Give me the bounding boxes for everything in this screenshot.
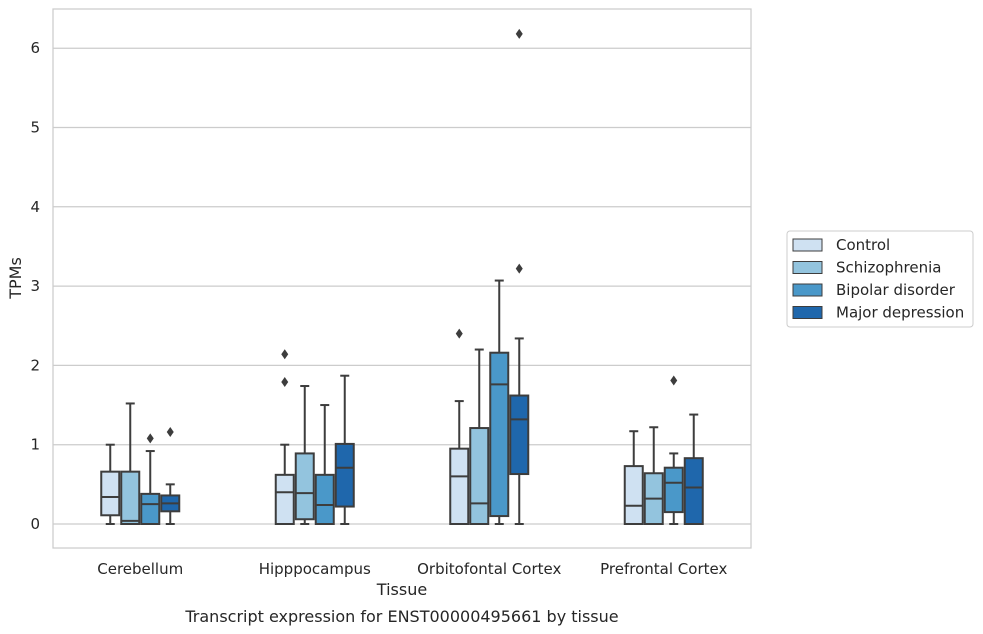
outlier-point <box>166 427 174 438</box>
box-schizophrenia <box>120 402 141 525</box>
outlier-point <box>455 328 463 339</box>
box-schizophrenia <box>294 385 315 525</box>
box-body <box>509 394 530 476</box>
box-body <box>334 442 355 508</box>
box-major-depression <box>160 427 181 525</box>
y-tick-labels: 0 1 2 3 4 5 6 <box>30 39 40 533</box>
box-bipolar-disorder <box>663 375 684 525</box>
y-tick-label: 6 <box>30 39 40 57</box>
x-tick-label: Cerebellum <box>97 560 183 578</box>
plot-area <box>52 8 752 549</box>
y-tick-label: 3 <box>30 277 40 295</box>
box-body <box>469 427 490 525</box>
legend-label: Schizophrenia <box>836 259 941 277</box>
y-tick-label: 2 <box>30 356 40 374</box>
x-tick-labels: Cerebellum Hipppocampus Orbitofontal Corte… <box>97 560 727 578</box>
box-schizophrenia <box>469 348 490 525</box>
legend-swatch <box>792 261 823 274</box>
box-control <box>449 328 470 526</box>
box-control <box>274 349 295 526</box>
box-body <box>294 452 315 521</box>
box-body <box>120 470 141 525</box>
box-bipolar-disorder <box>314 404 335 526</box>
legend-swatch <box>792 238 823 252</box>
legend-frame <box>786 230 974 328</box>
outlier-point <box>281 377 289 388</box>
legend-swatch <box>792 306 823 319</box>
box-major-depression <box>509 28 530 525</box>
box-control <box>623 430 644 525</box>
x-axis-label: Tissue <box>376 580 427 599</box>
box-major-depression <box>683 413 704 525</box>
y-tick-label: 0 <box>30 515 40 533</box>
box-body <box>663 466 684 514</box>
box-groups <box>100 28 704 526</box>
box-body <box>489 351 510 518</box>
legend: Control Schizophrenia Bipolar disorder Majo… <box>786 230 974 328</box>
box-body <box>314 473 335 526</box>
box-bipolar-disorder <box>489 279 510 525</box>
x-tick-label: Prefrontal Cortex <box>600 560 727 578</box>
y-tick-label: 4 <box>30 198 40 216</box>
y-tick-label: 5 <box>30 119 40 137</box>
legend-label: Bipolar disorder <box>836 281 956 299</box>
box-major-depression <box>334 374 355 525</box>
x-tick-label: Orbitofontal Cortex <box>417 560 561 578</box>
outlier-point <box>281 349 289 360</box>
grid-lines <box>53 47 751 525</box>
y-tick-label: 1 <box>30 436 40 454</box>
box-schizophrenia <box>643 426 664 525</box>
box-body <box>623 465 644 525</box>
box-body <box>140 492 161 525</box>
box-body <box>683 457 704 525</box>
chart-title: Transcript expression for ENST0000049566… <box>184 607 618 626</box>
legend-swatch <box>792 283 823 297</box>
box-body <box>100 470 121 517</box>
box-body <box>274 473 295 526</box>
outlier-point <box>515 263 523 274</box>
outlier-point <box>146 433 154 444</box>
box-body <box>449 447 470 526</box>
x-tick-label: Hipppocampus <box>259 560 371 578</box>
y-axis-label: TPMs <box>6 257 25 300</box>
outlier-point <box>670 375 678 386</box>
outlier-point <box>515 28 523 39</box>
legend-label: Major depression <box>836 304 964 322</box>
box-control <box>100 443 121 525</box>
legend-label: Control <box>836 236 890 254</box>
box-bipolar-disorder <box>140 433 161 525</box>
